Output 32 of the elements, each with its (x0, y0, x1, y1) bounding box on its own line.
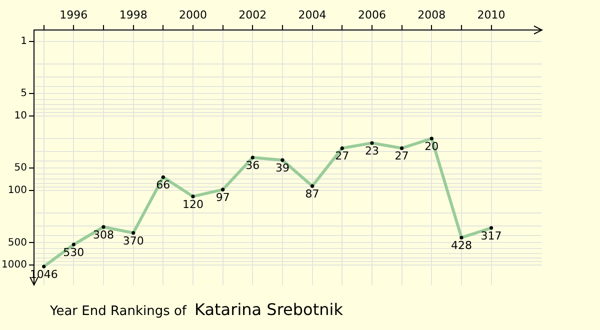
data-label: 317 (480, 229, 502, 242)
data-label: 23 (364, 144, 379, 158)
data-label: 66 (156, 178, 170, 192)
y-tick-label: 1000 (2, 260, 27, 271)
data-label: 39 (275, 161, 290, 174)
data-label: 20 (424, 140, 439, 153)
y-tick-label: 50 (14, 162, 27, 174)
x-tick-label: 2004 (298, 8, 326, 22)
data-label: 97 (216, 190, 230, 204)
y-tick-label: 5 (20, 88, 27, 100)
text: Katarina Srebotnik (194, 300, 343, 319)
data-label: 27 (335, 150, 350, 163)
x-tick-label: 2002 (238, 8, 267, 22)
text: Year End Rankings of (50, 304, 187, 319)
x-tick-label: 2008 (418, 8, 446, 22)
x-tick-label: 2000 (178, 8, 207, 22)
data-label: 308 (93, 228, 114, 242)
data-label: 530 (63, 246, 84, 259)
y-tick-label: 10 (14, 110, 27, 122)
data-label: 370 (122, 234, 144, 248)
data-label: 87 (305, 187, 320, 200)
y-tick-label: 100 (8, 185, 27, 196)
x-tick-label: 1998 (119, 8, 148, 22)
data-label: 36 (246, 158, 260, 172)
data-label: 27 (394, 150, 409, 163)
data-label: 428 (450, 238, 472, 252)
x-tick-label: 1996 (60, 8, 88, 22)
x-tick-label: 2006 (358, 8, 386, 22)
y-tick-label: 500 (8, 237, 27, 248)
x-tick-label: 2010 (477, 8, 506, 22)
data-label: 120 (182, 198, 204, 211)
y-tick-label: 1 (20, 36, 27, 48)
